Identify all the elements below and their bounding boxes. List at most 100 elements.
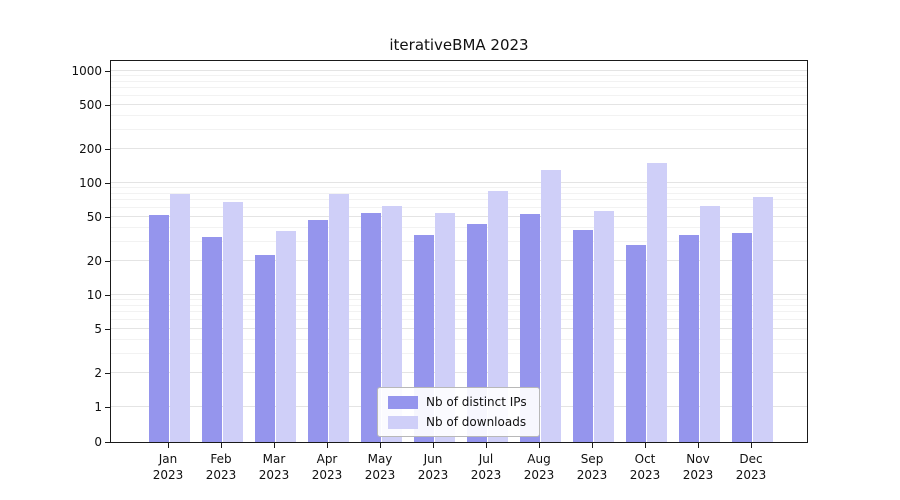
y-tick-mark bbox=[105, 104, 110, 106]
x-tick-mark bbox=[433, 443, 434, 448]
y-tick-label: 2 bbox=[94, 366, 102, 381]
x-tick-mark bbox=[380, 443, 381, 448]
gridline-minor bbox=[111, 187, 807, 189]
gridline-minor bbox=[111, 75, 807, 77]
y-tick-label: 5 bbox=[94, 321, 102, 336]
gridline-minor bbox=[111, 94, 807, 96]
bar-downloads-jul bbox=[487, 190, 508, 442]
bar-downloads-sep bbox=[593, 211, 614, 442]
bar-downloads-mar bbox=[275, 231, 296, 442]
x-tick-label-may: May 2023 bbox=[364, 452, 396, 482]
x-tick-label-jun: Jun 2023 bbox=[417, 452, 449, 482]
bar-downloads-nov bbox=[699, 206, 720, 442]
bar-distinct-ips-nov bbox=[678, 235, 699, 442]
y-tick-mark bbox=[105, 149, 110, 151]
y-tick-mark bbox=[105, 71, 110, 72]
x-tick-mark bbox=[486, 443, 487, 448]
x-tick-mark bbox=[751, 443, 752, 448]
gridline-major bbox=[111, 372, 807, 374]
legend-label-distinct-ips: Nb of distinct IPs bbox=[426, 395, 527, 409]
y-tick-mark bbox=[105, 442, 110, 443]
y-tick-label: 500 bbox=[79, 97, 102, 112]
gridline-minor bbox=[111, 80, 807, 82]
plot-area: Nb of distinct IPs Nb of downloads bbox=[110, 60, 808, 443]
gridline-minor bbox=[111, 299, 807, 301]
bar-distinct-ips-oct bbox=[625, 244, 646, 442]
legend-swatch-downloads bbox=[388, 415, 418, 429]
gridline-minor bbox=[111, 128, 807, 130]
gridline-major bbox=[111, 260, 807, 262]
bar-distinct-ips-jan bbox=[148, 214, 169, 442]
gridline-minor bbox=[111, 87, 807, 89]
bar-downloads-aug bbox=[540, 170, 561, 442]
bar-downloads-dec bbox=[752, 197, 773, 442]
legend: Nb of distinct IPs Nb of downloads bbox=[377, 387, 540, 437]
x-tick-mark bbox=[645, 443, 646, 448]
y-tick-label: 1000 bbox=[71, 64, 102, 78]
x-tick-label-feb: Feb 2023 bbox=[205, 452, 237, 482]
y-tick-mark bbox=[105, 216, 110, 218]
bar-distinct-ips-aug bbox=[519, 213, 540, 442]
y-tick-mark bbox=[105, 407, 110, 408]
x-tick-label-oct: Oct 2023 bbox=[629, 452, 661, 482]
bar-distinct-ips-feb bbox=[201, 236, 222, 442]
bar-downloads-apr bbox=[328, 193, 349, 442]
gridline-major bbox=[111, 215, 807, 217]
x-tick-label-sep: Sep 2023 bbox=[576, 452, 608, 482]
gridline-minor bbox=[111, 226, 807, 228]
gridline-major bbox=[111, 103, 807, 105]
x-tick-mark bbox=[327, 443, 328, 448]
y-tick-mark bbox=[105, 295, 110, 296]
y-tick-label: 20 bbox=[86, 254, 102, 269]
legend-entry-downloads: Nb of downloads bbox=[388, 415, 527, 429]
bar-distinct-ips-sep bbox=[572, 230, 593, 442]
gridline-minor bbox=[111, 311, 807, 313]
gridline-major bbox=[111, 148, 807, 150]
x-tick-mark bbox=[221, 443, 222, 448]
legend-swatch-distinct-ips bbox=[388, 395, 418, 409]
gridline-major bbox=[111, 70, 807, 71]
y-tick-mark bbox=[105, 328, 110, 330]
x-tick-mark bbox=[592, 443, 593, 448]
y-tick-label: 0 bbox=[94, 435, 102, 449]
y-tick-label: 10 bbox=[86, 288, 102, 302]
chart-title: iterativeBMA 2023 bbox=[389, 36, 529, 54]
legend-label-downloads: Nb of downloads bbox=[426, 415, 527, 429]
bar-downloads-oct bbox=[646, 163, 667, 442]
bar-distinct-ips-dec bbox=[731, 232, 752, 442]
gridline-minor bbox=[111, 114, 807, 116]
y-tick-mark bbox=[105, 261, 110, 263]
y-tick-mark bbox=[105, 373, 110, 375]
x-tick-label-mar: Mar 2023 bbox=[258, 452, 290, 482]
bar-downloads-feb bbox=[222, 201, 243, 442]
gridline-major bbox=[111, 327, 807, 329]
gridline-minor bbox=[111, 304, 807, 306]
bar-downloads-may bbox=[381, 206, 402, 442]
y-tick-label: 100 bbox=[79, 176, 102, 190]
bar-distinct-ips-mar bbox=[254, 254, 275, 442]
gridline-minor bbox=[111, 199, 807, 201]
y-tick-mark bbox=[105, 183, 110, 184]
bar-downloads-jan bbox=[169, 193, 190, 442]
y-tick-label: 50 bbox=[86, 209, 102, 224]
x-tick-mark bbox=[539, 443, 540, 448]
x-tick-label-dec: Dec 2023 bbox=[735, 452, 767, 482]
x-tick-label-jul: Jul 2023 bbox=[470, 452, 502, 482]
gridline-minor bbox=[111, 352, 807, 354]
gridline-minor bbox=[111, 192, 807, 194]
gridline-minor bbox=[111, 206, 807, 208]
x-tick-label-jan: Jan 2023 bbox=[152, 452, 184, 482]
x-tick-mark bbox=[168, 443, 169, 448]
gridline-minor bbox=[111, 338, 807, 340]
x-tick-label-nov: Nov 2023 bbox=[682, 452, 714, 482]
bar-distinct-ips-apr bbox=[307, 219, 328, 442]
x-tick-mark bbox=[698, 443, 699, 448]
bar-distinct-ips-may bbox=[360, 212, 381, 442]
legend-entry-distinct-ips: Nb of distinct IPs bbox=[388, 395, 527, 409]
bar-downloads-jun bbox=[434, 212, 455, 442]
y-tick-label: 200 bbox=[79, 142, 102, 157]
gridline-major bbox=[111, 294, 807, 295]
x-tick-label-apr: Apr 2023 bbox=[311, 452, 343, 482]
y-tick-label: 1 bbox=[94, 400, 102, 414]
